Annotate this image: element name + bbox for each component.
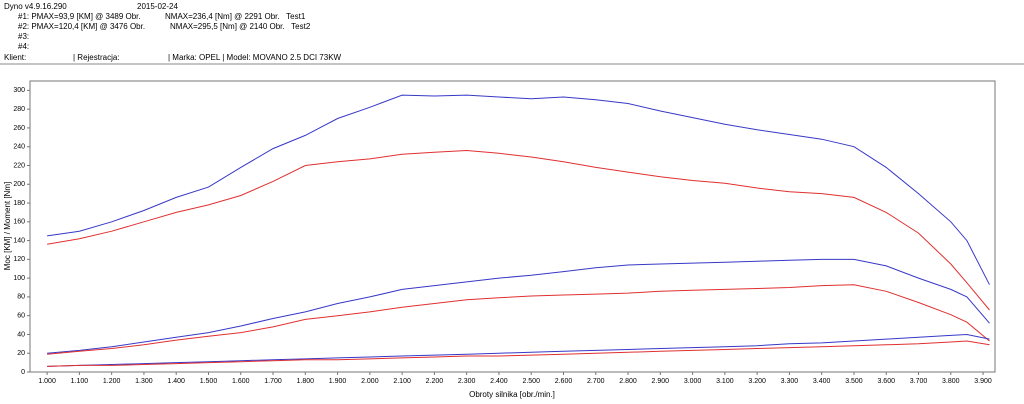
series-line	[47, 94, 990, 285]
vehicle: | Marka: OPEL | Model: MOVANO 2.5 DCI 73…	[168, 53, 342, 62]
series-line	[47, 149, 990, 311]
x-tick-label: 2.700	[587, 378, 605, 385]
x-tick-label: 1.100	[71, 378, 89, 385]
registration: | Rejestracja:	[73, 53, 120, 62]
y-tick-label: 200	[13, 181, 25, 188]
y-tick-label: 260	[13, 125, 25, 132]
slot4: #4:	[18, 42, 29, 51]
x-tick-label: 3.300	[781, 378, 799, 385]
series-line	[47, 258, 990, 354]
test1-torque: NMAX=236,4 [Nm] @ 2291 Obr. Test1	[165, 12, 306, 21]
x-tick-label: 2.200	[426, 378, 444, 385]
x-tick-label: 3.200	[748, 378, 766, 385]
y-tick-label: 40	[17, 331, 25, 338]
test2-torque: NMAX=295,5 [Nm] @ 2140 Obr. Test2	[170, 22, 311, 31]
y-tick-label: 280	[13, 106, 25, 113]
y-tick-label: 240	[13, 144, 25, 151]
x-tick-label: 3.800	[942, 378, 960, 385]
x-tick-label: 3.500	[845, 378, 863, 385]
test2-power: #2: PMAX=120,4 [KM] @ 3476 Obr.	[18, 22, 145, 31]
y-tick-label: 160	[13, 219, 25, 226]
x-tick-label: 2.100	[393, 378, 411, 385]
x-tick-label: 2.500	[522, 378, 540, 385]
test1-power: #1: PMAX=93,9 [KM] @ 3489 Obr.	[18, 12, 141, 21]
x-tick-label: 2.300	[458, 378, 476, 385]
x-tick-label: 3.700	[910, 378, 928, 385]
y-tick-label: 120	[13, 256, 25, 263]
x-tick-label: 3.100	[716, 378, 734, 385]
client: Klient:	[4, 53, 26, 62]
x-tick-label: 1.700	[264, 378, 282, 385]
series-line	[47, 333, 990, 367]
x-tick-label: 3.600	[877, 378, 895, 385]
x-tick-label: 3.400	[813, 378, 831, 385]
y-tick-label: 100	[13, 275, 25, 282]
x-tick-label: 2.600	[555, 378, 573, 385]
y-tick-label: 180	[13, 200, 25, 207]
date: 2015-02-24	[137, 2, 178, 11]
x-axis-label: Obroty silnika [obr./min.]	[469, 390, 555, 399]
y-axis-label: Moc [KM] / Moment [Nm]	[3, 182, 12, 270]
y-tick-label: 60	[17, 313, 25, 320]
y-tick-label: 80	[17, 294, 25, 301]
y-tick-label: 0	[21, 369, 25, 376]
series-line	[47, 284, 990, 355]
x-tick-label: 2.900	[652, 378, 670, 385]
x-tick-label: 1.600	[232, 378, 250, 385]
x-tick-label: 2.400	[490, 378, 508, 385]
x-tick-label: 1.800	[297, 378, 315, 385]
x-tick-label: 1.900	[329, 378, 347, 385]
x-tick-label: 3.000	[684, 378, 702, 385]
x-tick-label: 1.000	[38, 378, 56, 385]
y-tick-label: 220	[13, 162, 25, 169]
x-tick-label: 3.900	[974, 378, 992, 385]
app-version: Dyno v4.9.16.290	[4, 2, 67, 11]
y-tick-label: 140	[13, 237, 25, 244]
x-tick-label: 2.000	[361, 378, 379, 385]
x-tick-label: 1.200	[103, 378, 121, 385]
x-tick-label: 1.400	[167, 378, 185, 385]
x-tick-label: 1.300	[135, 378, 153, 385]
slot3: #3:	[18, 32, 29, 41]
y-tick-label: 20	[17, 350, 25, 357]
y-tick-label: 300	[13, 87, 25, 94]
x-tick-label: 1.500	[200, 378, 218, 385]
x-tick-label: 2.800	[619, 378, 637, 385]
series-line	[47, 340, 990, 367]
plot-frame	[29, 80, 996, 373]
